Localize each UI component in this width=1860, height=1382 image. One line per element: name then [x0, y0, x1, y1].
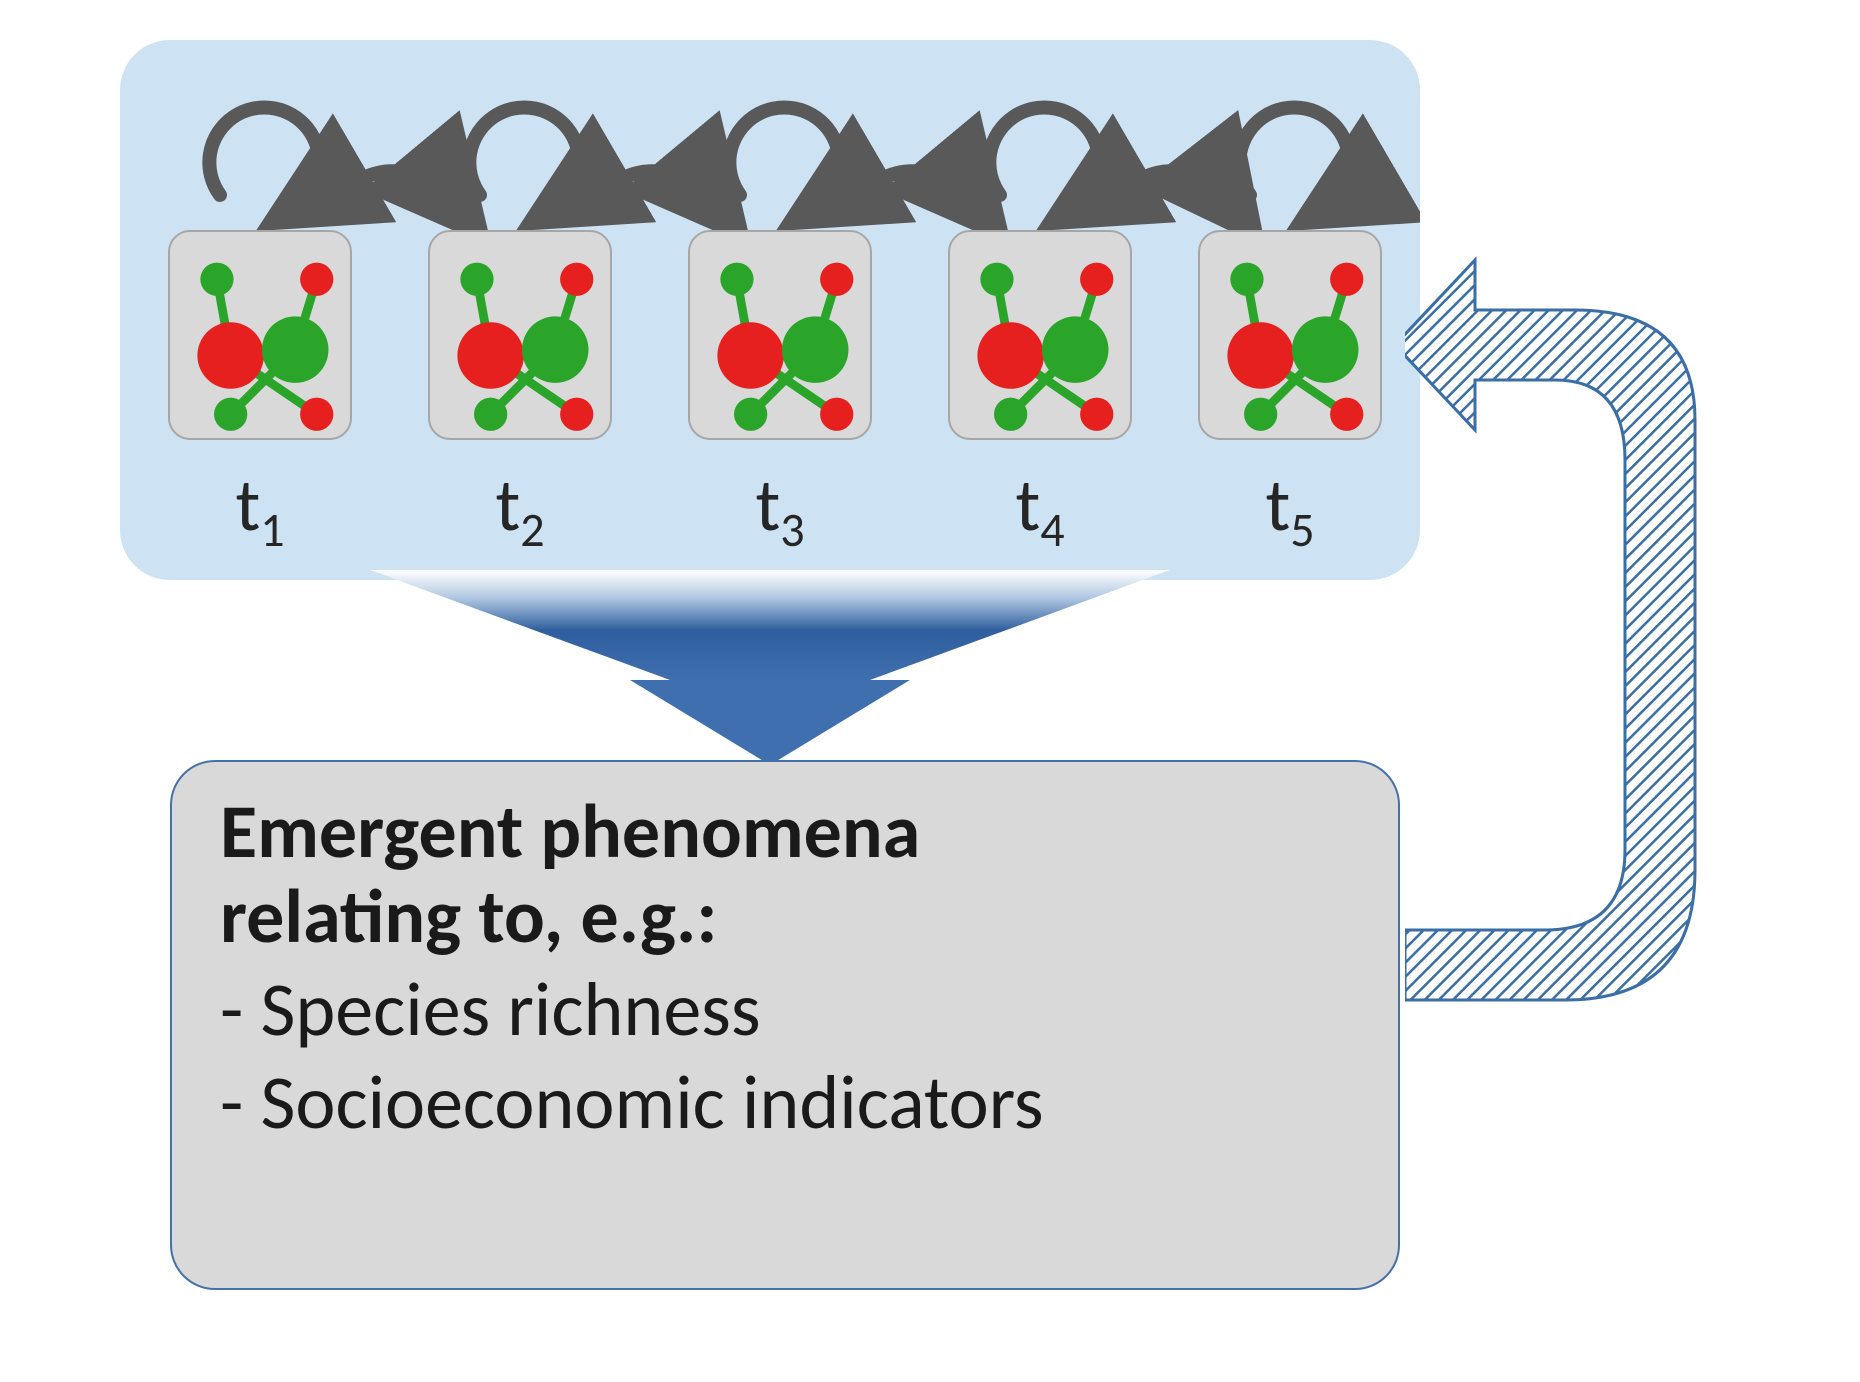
self-loop-4	[989, 107, 1099, 210]
network-box-t3	[688, 230, 872, 440]
self-loop-2	[469, 107, 579, 210]
feedback-arrow-band	[1405, 260, 1695, 1000]
time-label-3: t3	[688, 460, 872, 559]
diagram-canvas: t1 t2 t3 t4 t5 Emergent phenomena relati…	[120, 40, 1740, 1340]
loop-arrows-row	[120, 50, 1420, 250]
self-loop-5	[1239, 107, 1349, 210]
forward-arrow-2-3	[575, 171, 725, 220]
self-loop-1	[209, 107, 319, 210]
feedback-arrow	[1405, 240, 1775, 1060]
lower-title-line2: relating to, e.g.:	[220, 871, 717, 963]
lower-panel: Emergent phenomena relating to, e.g.: - …	[170, 760, 1400, 1290]
time-label-5: t5	[1198, 460, 1382, 559]
time-label-1: t1	[168, 460, 352, 559]
network-box-t1	[168, 230, 352, 440]
bullet-species-richness: - Species richness	[220, 964, 1350, 1057]
forward-arrow-3-4	[835, 171, 985, 220]
self-loop-3	[729, 107, 839, 210]
bullet-socioeconomic-indicators: - Socioeconomic indicators	[220, 1057, 1350, 1150]
lower-panel-title: Emergent phenomena relating to, e.g.:	[220, 790, 1350, 960]
time-label-4: t4	[948, 460, 1132, 559]
top-panel: t1 t2 t3 t4 t5	[120, 40, 1420, 580]
forward-arrow-1-2	[315, 171, 465, 220]
network-box-t4	[948, 230, 1132, 440]
lower-panel-list: - Species richness - Socioeconomic indic…	[220, 964, 1350, 1149]
network-box-t5	[1198, 230, 1382, 440]
lower-title-line1: Emergent phenomena	[220, 786, 920, 878]
time-label-2: t2	[428, 460, 612, 559]
forward-arrow-4-5	[1095, 171, 1240, 220]
big-down-arrow	[370, 570, 1170, 770]
network-box-t2	[428, 230, 612, 440]
